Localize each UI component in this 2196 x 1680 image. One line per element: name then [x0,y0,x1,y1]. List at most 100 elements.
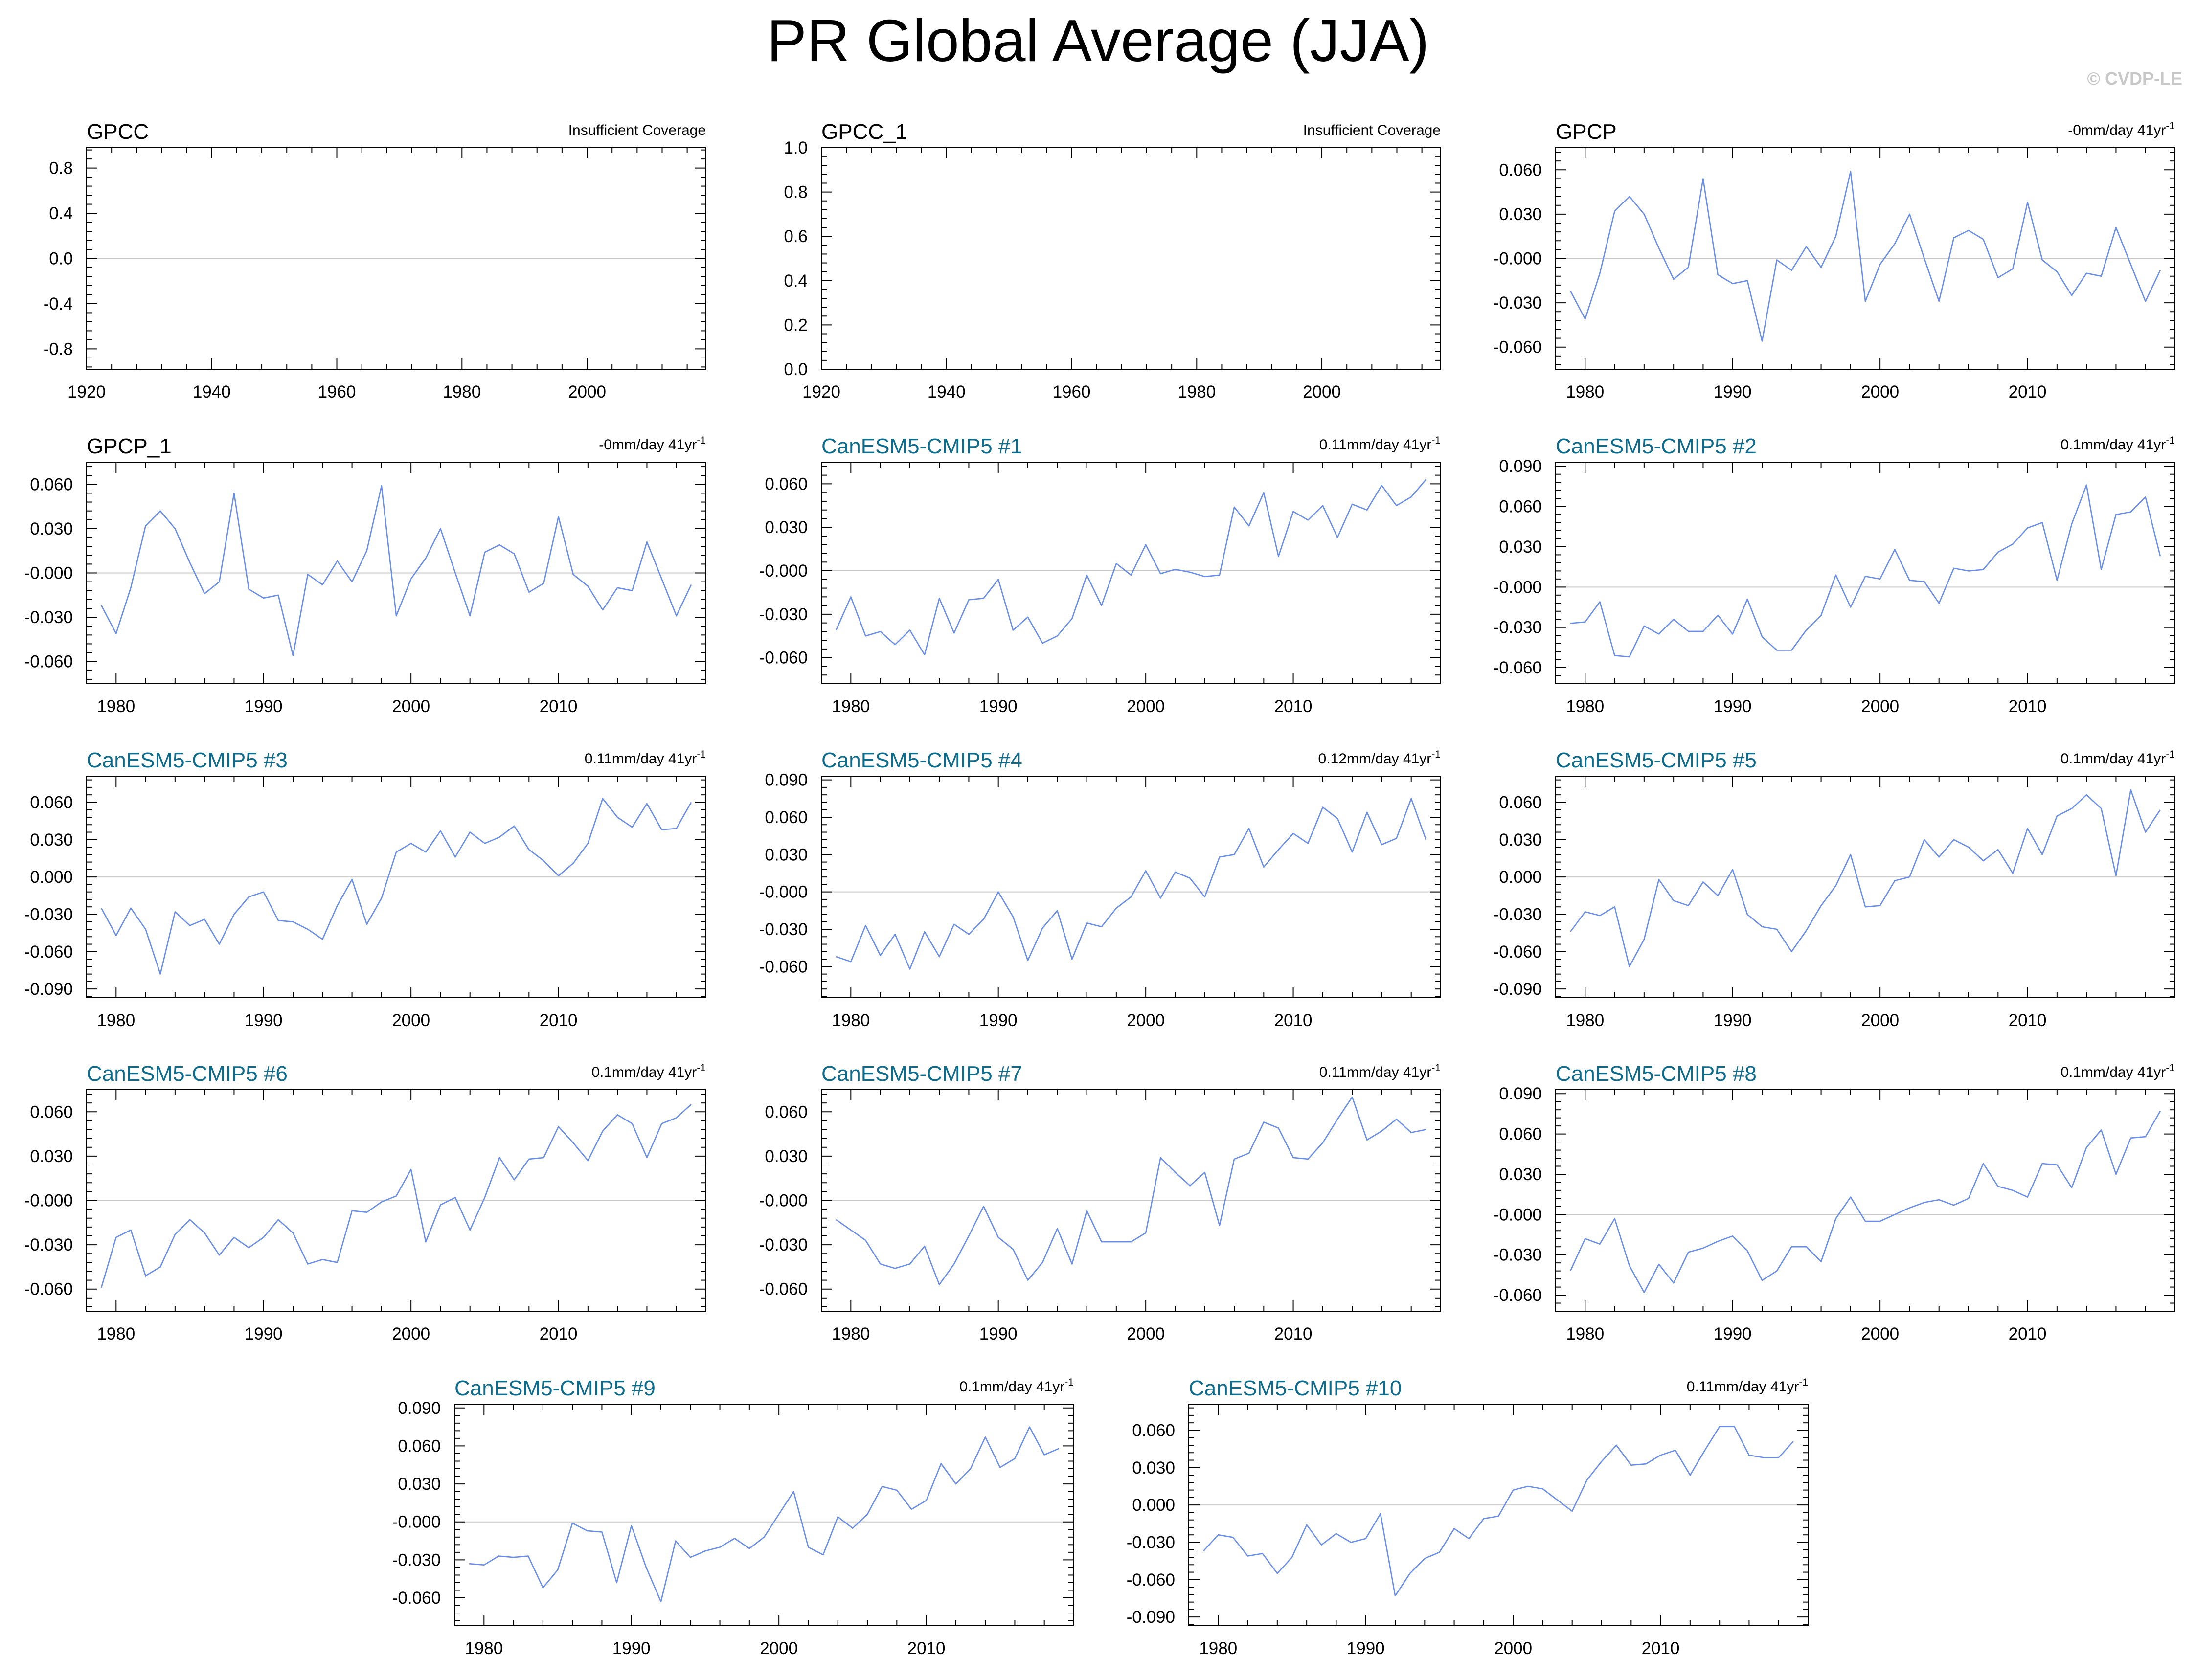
plot-frame [1555,776,2175,998]
y-tick-label: 0.060 [30,475,73,494]
panel-trend-label: 0.1mm/day 41yr-1 [959,1377,1074,1395]
y-tick-label: 0.060 [765,474,808,493]
y-tick-label: -0.060 [759,1280,808,1299]
y-tick-label: -0.090 [1494,980,1542,999]
x-tick-label: 1990 [979,697,1018,716]
y-tick-label: 0.090 [1499,457,1542,476]
y-tick-label: -0.030 [1494,905,1542,924]
panel-8: CanESM5-CMIP5 #4 0.12mm/day 41yr-1 1980 199… [759,748,1441,1030]
y-tick-label: 0.4 [784,271,808,291]
panel-3: GPCP -0mm/day 41yr-1 1980 1990 2000 2010 -0.06… [1494,120,2175,402]
y-tick-label: 0.090 [1499,1084,1542,1103]
x-tick-label: 2010 [907,1639,946,1658]
series-line [100,485,692,656]
y-tick-label: -0.000 [1494,1205,1542,1224]
series-line [100,1104,692,1288]
panel-6: CanESM5-CMIP5 #2 0.1mm/day 41yr-1 1980 1990… [1494,434,2175,716]
y-tick-label: 0.060 [30,793,73,812]
y-tick-label: 0.090 [765,771,808,790]
panel-title: CanESM5-CMIP5 #10 [1189,1376,1402,1400]
y-tick-label: 0.030 [1499,538,1542,557]
x-tick-label: 2010 [540,697,578,716]
panel-title: GPCP_1 [87,434,172,458]
x-tick-label: 1990 [979,1011,1018,1030]
panel-title: CanESM5-CMIP5 #9 [454,1376,656,1400]
y-tick-label: -0.000 [1494,578,1542,597]
y-tick-label: -0.030 [759,605,808,624]
y-tick-label: 0.030 [765,518,808,537]
x-tick-label: 1990 [1714,1011,1752,1030]
x-tick-label: 2010 [2009,1324,2047,1344]
panel-trend-label: -0mm/day 41yr-1 [2068,120,2175,138]
panel-title: CanESM5-CMIP5 #6 [87,1062,288,1086]
y-tick-label: -0.030 [24,1235,73,1254]
panel-trend-label: 0.11mm/day 41yr-1 [585,749,706,767]
x-tick-label: 1980 [465,1639,503,1658]
y-tick-label: -0.060 [1494,338,1542,357]
y-tick-label: 0.060 [1499,160,1542,179]
panel-trend-label: 0.1mm/day 41yr-1 [2060,749,2175,767]
x-tick-label: 2000 [1127,697,1165,716]
panel-trend-label: 0.1mm/day 41yr-1 [2060,1062,2175,1080]
y-tick-label: 0.2 [784,315,808,335]
y-tick-label: 0.030 [30,830,73,850]
series-line [1570,484,2161,658]
plot-frame [1555,462,2175,684]
y-tick-label: 0.030 [765,1147,808,1166]
y-tick-label: -0.000 [759,883,808,902]
x-tick-label: 1990 [1714,382,1752,402]
y-tick-label: -0.000 [392,1513,441,1532]
y-tick-label: -0.030 [1494,618,1542,637]
series-line [1569,170,2161,342]
x-tick-label: 2010 [540,1011,578,1030]
y-tick-label: -0.4 [44,294,73,314]
x-tick-label: 1980 [97,1324,135,1344]
series-line [836,798,1427,970]
y-tick-label: -0.060 [392,1589,441,1608]
panel-title: CanESM5-CMIP5 #2 [1556,434,1757,458]
y-tick-label: -0.060 [1494,658,1542,677]
y-tick-label: 0.000 [1499,868,1542,887]
x-tick-label: 2010 [2009,382,2047,402]
y-tick-label: 0.060 [1499,1125,1542,1144]
x-tick-label: 1920 [68,382,106,402]
x-tick-label: 1990 [245,1011,283,1030]
plot-frame [86,776,706,998]
y-tick-label: 0.030 [30,1147,73,1166]
y-tick-label: -0.060 [24,942,73,962]
y-tick-label: -0.060 [759,649,808,668]
x-tick-label: 2010 [2009,697,2047,716]
y-tick-label: 0.030 [1499,1165,1542,1184]
y-tick-label: -0.060 [24,652,73,672]
y-tick-label: 0.060 [765,1102,808,1121]
x-tick-label: 2000 [392,697,430,716]
panel-title: CanESM5-CMIP5 #4 [821,748,1022,772]
x-tick-label: 1940 [193,382,231,402]
y-tick-label: 0.030 [1132,1458,1175,1478]
y-tick-label: 0.060 [765,808,808,827]
x-tick-label: 2000 [1494,1639,1532,1658]
y-tick-label: 0.060 [398,1436,441,1456]
panel-title: GPCC [87,120,149,144]
x-tick-label: 1990 [979,1324,1018,1344]
y-tick-label: 0.030 [1499,830,1542,850]
panel-trend-label: -0mm/day 41yr-1 [599,435,706,453]
y-tick-label: 0.000 [30,868,73,887]
y-tick-label: -0.090 [24,980,73,999]
y-tick-label: -0.000 [24,564,73,583]
x-tick-label: 1990 [1347,1639,1385,1658]
y-tick-label: 0.060 [1499,793,1542,812]
y-tick-label: -0.060 [1127,1570,1175,1590]
x-tick-label: 1980 [1566,382,1604,402]
x-tick-label: 1990 [612,1639,651,1658]
x-tick-label: 2000 [1861,1011,1899,1030]
panel-title: GPCC_1 [821,120,907,144]
series-line [1203,1426,1794,1597]
plot-frame [1188,1404,1809,1626]
y-tick-label: -0.000 [24,1191,73,1210]
plot-frame [821,776,1441,998]
x-tick-label: 1980 [832,1324,870,1344]
panel-9: CanESM5-CMIP5 #5 0.1mm/day 41yr-1 1980 1990… [1494,748,2175,1030]
series-line [836,1096,1426,1285]
copyright-label: © CVDP-LE [2087,68,2182,89]
